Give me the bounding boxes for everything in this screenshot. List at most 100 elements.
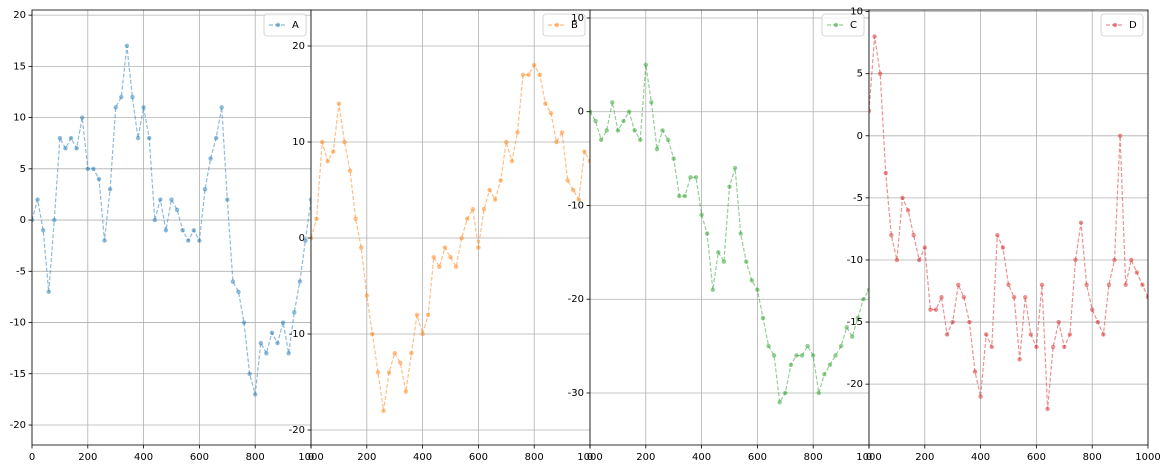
y-tick-label: -10 [847,255,863,266]
y-tick-label: 0 [578,107,584,118]
point [866,287,869,293]
legend-label: B [571,20,578,31]
y-tick-label: 0 [299,233,305,244]
point [827,362,833,368]
point [52,217,57,223]
legend-label: D [1129,20,1137,31]
legend-marker [554,22,560,28]
point [325,159,330,164]
point [905,208,911,213]
point [68,135,74,141]
series-line [311,64,590,411]
point [409,351,414,356]
point [922,245,927,250]
point [453,264,459,270]
point [375,370,381,375]
point [336,101,342,106]
legend-marker [833,22,839,28]
point [442,245,448,250]
point [80,115,85,120]
point [704,231,710,236]
point [186,238,191,243]
point [420,331,425,337]
point [1134,270,1140,275]
point [783,390,788,396]
point [1023,295,1028,300]
point [587,159,590,164]
point [1062,344,1067,350]
x-tick-label: 400 [971,452,990,463]
point [236,289,241,295]
legend: C [821,13,865,37]
point [241,320,247,325]
point [777,400,782,405]
point [191,228,197,233]
legend-marker [275,22,281,28]
point [1101,332,1106,337]
point [1028,332,1034,337]
point [598,137,604,143]
point [682,193,688,199]
point [314,216,319,222]
point [141,105,146,110]
point [476,245,481,250]
x-tick-label: 400 [134,452,153,463]
point [944,332,950,337]
point [32,217,35,223]
point [135,135,141,141]
point [124,43,130,49]
point [437,264,442,270]
point [1045,406,1050,412]
axes-frame [868,9,1149,446]
point [565,178,570,183]
x-tick-label: 0 [29,452,35,463]
point [811,353,816,358]
point [721,259,727,264]
y-tick-label: -15 [10,369,26,380]
point [1067,332,1073,337]
point [253,392,258,397]
y-tick-label: 0 [20,215,26,226]
point [481,207,487,212]
x-tick-label: 800 [1083,452,1102,463]
point [303,238,308,243]
point [63,146,68,151]
y-tick-label: 15 [13,61,26,72]
y-tick-label: -20 [847,379,863,390]
point [311,235,314,241]
point [576,197,582,202]
point [1117,133,1123,138]
point [571,187,576,193]
point [498,178,503,183]
point [615,128,621,133]
point [638,137,643,143]
point [816,390,821,396]
point [353,216,358,222]
y-tick-label: -10 [289,329,305,340]
point [459,235,464,241]
point [96,176,102,182]
point [850,334,855,339]
point [286,351,291,356]
x-tick-label: 200 [78,452,97,463]
axes-background [311,10,590,445]
point [130,94,135,100]
point [872,34,877,39]
point [297,279,303,284]
x-tick-label: 600 [190,452,209,463]
point [621,118,626,124]
point [766,343,771,349]
point [319,139,325,145]
point [448,255,453,260]
point [487,187,492,193]
point [526,72,531,78]
legend-marker [1112,22,1118,28]
point [771,353,777,358]
point [174,207,180,213]
point [465,216,470,222]
point [1039,282,1045,288]
x-tick-label: 200 [636,452,655,463]
y-tick-label: 5 [20,164,26,175]
series-line [32,45,311,395]
